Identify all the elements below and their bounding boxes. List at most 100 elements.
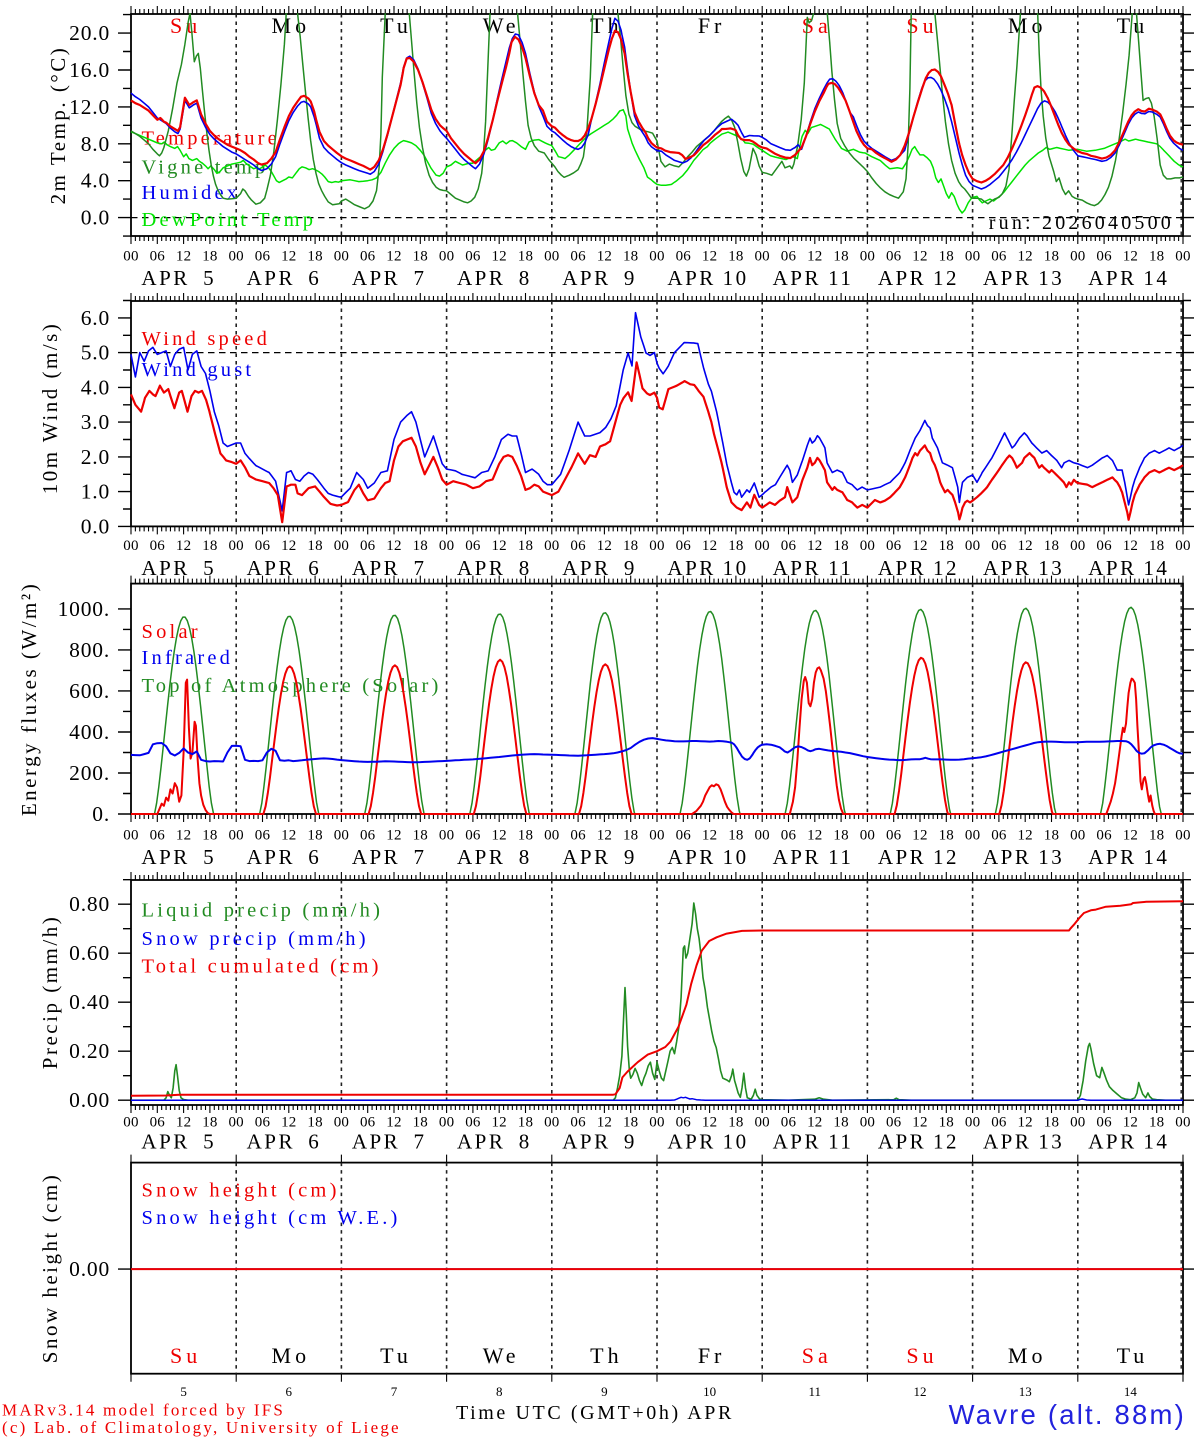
svg-text:18: 18: [518, 538, 533, 554]
svg-text:18: 18: [202, 249, 217, 265]
svg-text:18: 18: [623, 828, 638, 844]
svg-text:18: 18: [833, 1115, 848, 1131]
svg-text:06: 06: [886, 249, 902, 265]
svg-text:14: 14: [1143, 556, 1169, 580]
svg-text:6: 6: [286, 1384, 293, 1399]
svg-text:18: 18: [1149, 1115, 1164, 1131]
svg-text:00: 00: [1175, 828, 1190, 844]
svg-text:00: 00: [439, 828, 454, 844]
svg-text:06: 06: [1096, 249, 1112, 265]
svg-text:18: 18: [413, 538, 428, 554]
svg-text:18: 18: [307, 1115, 322, 1131]
svg-text:1.0: 1.0: [81, 480, 110, 504]
svg-text:800.: 800.: [69, 638, 110, 662]
svg-text:5: 5: [203, 1130, 216, 1154]
svg-text:12: 12: [702, 828, 717, 844]
svg-text:00: 00: [123, 249, 138, 265]
svg-text:06: 06: [465, 249, 481, 265]
svg-text:18: 18: [413, 249, 428, 265]
svg-text:APR: APR: [1088, 845, 1136, 869]
svg-text:13: 13: [1038, 845, 1064, 869]
svg-text:Su: Su: [906, 1343, 937, 1368]
svg-text:10: 10: [703, 1384, 716, 1399]
svg-text:12: 12: [176, 249, 191, 265]
svg-text:APR: APR: [562, 266, 610, 290]
svg-text:We: We: [483, 1343, 520, 1368]
svg-text:12: 12: [1017, 828, 1032, 844]
svg-text:00: 00: [754, 538, 769, 554]
svg-text:00: 00: [123, 538, 138, 554]
svg-text:12: 12: [597, 538, 612, 554]
svg-text:12: 12: [1123, 538, 1138, 554]
svg-text:00: 00: [544, 828, 559, 844]
svg-text:18: 18: [202, 828, 217, 844]
svg-text:06: 06: [255, 1115, 271, 1131]
svg-text:Liquid precip (mm/h): Liquid precip (mm/h): [142, 900, 384, 922]
svg-text:12: 12: [491, 538, 506, 554]
svg-text:400.: 400.: [69, 720, 110, 744]
svg-text:14: 14: [1124, 1384, 1138, 1399]
svg-text:2m Temp. (°C): 2m Temp. (°C): [46, 46, 70, 205]
svg-text:Precip (mm/h): Precip (mm/h): [38, 915, 62, 1069]
svg-text:8: 8: [519, 1130, 532, 1154]
svg-text:8: 8: [519, 266, 532, 290]
svg-text:06: 06: [781, 249, 797, 265]
svg-text:13: 13: [1038, 266, 1064, 290]
svg-text:12: 12: [176, 538, 191, 554]
svg-text:APR: APR: [983, 556, 1031, 580]
svg-text:00: 00: [649, 538, 664, 554]
svg-text:APR: APR: [141, 556, 189, 580]
svg-text:06: 06: [570, 538, 586, 554]
svg-text:06: 06: [150, 828, 166, 844]
svg-text:12: 12: [933, 845, 959, 869]
svg-text:06: 06: [255, 828, 271, 844]
svg-text:APR: APR: [247, 845, 295, 869]
svg-text:06: 06: [781, 828, 797, 844]
svg-text:11: 11: [828, 266, 853, 290]
svg-text:APR: APR: [352, 266, 400, 290]
svg-text:Tu: Tu: [1117, 1343, 1149, 1368]
svg-text:06: 06: [676, 538, 692, 554]
svg-text:12: 12: [912, 538, 927, 554]
svg-text:00: 00: [1175, 538, 1190, 554]
svg-text:APR: APR: [773, 266, 821, 290]
svg-text:Mo: Mo: [272, 13, 311, 38]
svg-text:Vigne temp: Vigne temp: [142, 157, 269, 179]
svg-text:Su: Su: [170, 1343, 201, 1368]
svg-text:18: 18: [413, 828, 428, 844]
svg-text:5: 5: [203, 266, 216, 290]
svg-text:18: 18: [1149, 828, 1164, 844]
svg-text:06: 06: [991, 538, 1007, 554]
svg-text:06: 06: [570, 249, 586, 265]
svg-text:06: 06: [360, 249, 376, 265]
svg-text:10: 10: [723, 1130, 749, 1154]
svg-text:8: 8: [496, 1384, 503, 1399]
svg-text:00: 00: [123, 828, 138, 844]
svg-text:Snow height (cm W.E.): Snow height (cm W.E.): [142, 1207, 401, 1229]
svg-text:13: 13: [1038, 556, 1064, 580]
svg-text:Humidex: Humidex: [142, 182, 241, 204]
svg-text:APR: APR: [562, 556, 610, 580]
svg-text:9: 9: [624, 1130, 637, 1154]
svg-text:12: 12: [702, 249, 717, 265]
svg-text:06: 06: [1096, 538, 1112, 554]
svg-text:6: 6: [308, 266, 321, 290]
svg-text:06: 06: [676, 249, 692, 265]
svg-text:18: 18: [413, 1115, 428, 1131]
svg-text:8: 8: [519, 845, 532, 869]
svg-text:APR: APR: [667, 845, 715, 869]
svg-text:0.00: 0.00: [69, 1257, 110, 1281]
svg-text:12: 12: [807, 828, 822, 844]
svg-text:12: 12: [491, 249, 506, 265]
svg-text:4.0: 4.0: [81, 169, 110, 193]
svg-text:14: 14: [1143, 1130, 1169, 1154]
svg-text:7: 7: [414, 556, 427, 580]
svg-text:Snow height (cm): Snow height (cm): [38, 1173, 62, 1363]
svg-text:00: 00: [965, 249, 980, 265]
svg-text:00: 00: [1070, 249, 1085, 265]
svg-text:APR: APR: [773, 1130, 821, 1154]
svg-text:APR: APR: [983, 845, 1031, 869]
svg-text:Th: Th: [590, 1343, 622, 1368]
svg-text:06: 06: [360, 1115, 376, 1131]
svg-text:00: 00: [544, 249, 559, 265]
